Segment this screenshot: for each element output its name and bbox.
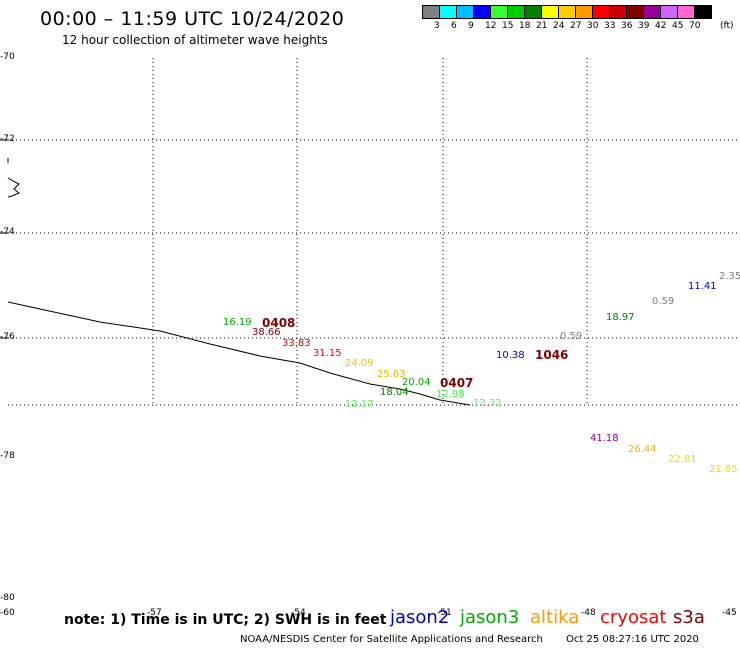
wave-height-label: 10.38: [496, 350, 525, 361]
wave-height-label: 38.66: [252, 327, 281, 338]
legend-label: 27: [570, 21, 582, 31]
wave-height-label: 41.18: [590, 433, 619, 444]
pass-time-label: 0407: [440, 376, 474, 390]
lat-label: -74: [0, 227, 15, 237]
pass-time-label: 0408: [262, 316, 296, 330]
lon-label: -60: [0, 608, 15, 618]
lat-label: -78: [0, 451, 15, 461]
legend-units: (ft): [720, 21, 734, 31]
wave-height-label: 12.98: [436, 389, 465, 400]
lon-label: -54: [291, 608, 306, 618]
wave-height-label: 18.97: [606, 312, 635, 323]
credit-text: NOAA/NESDIS Center for Satellite Applica…: [240, 634, 543, 645]
pass-time-label: 1046: [535, 348, 569, 362]
lat-label: -72: [0, 134, 15, 144]
wave-height-label: 20.04: [402, 377, 431, 388]
wave-height-label: 25.63: [377, 369, 406, 380]
legend-label: 15: [502, 21, 514, 31]
graticule: [8, 58, 740, 406]
wave-height-label: 24.09: [345, 358, 374, 369]
legend-swatch: [694, 5, 712, 19]
wave-height-label: 12.32: [473, 398, 502, 409]
legend-label: 33: [604, 21, 616, 31]
lon-label: -48: [581, 608, 596, 618]
legend-label: 18: [519, 21, 531, 31]
wave-height-label: 0.59: [652, 296, 675, 307]
lon-label: -45: [722, 608, 737, 618]
timestamp: Oct 25 08:27:16 UTC 2020: [566, 634, 699, 645]
legend-label: 30: [587, 21, 599, 31]
wave-height-label: 16.19: [223, 317, 252, 328]
wave-height-label: 2.35: [719, 271, 740, 282]
legend-label: 36: [621, 21, 633, 31]
legend-label: 21: [536, 21, 548, 31]
legend-label: 9: [468, 21, 474, 31]
lat-label: -80: [0, 593, 15, 603]
legend-label: 70: [689, 21, 701, 31]
island-outline: [7, 177, 20, 198]
wave-height-label: 22.81: [668, 454, 697, 465]
wave-height-label: 26.44: [628, 444, 657, 455]
map-subtitle: 12 hour collection of altimeter wave hei…: [62, 33, 328, 47]
wave-height-label: 18.04: [380, 387, 409, 398]
satellite-label-s3a: s3a: [673, 607, 705, 628]
wave-height-label: 21.85: [709, 464, 738, 475]
satellite-label-jason3: jason3: [460, 607, 520, 628]
satellite-label-cryosat: cryosat: [600, 607, 667, 628]
satellite-label-jason2: jason2: [390, 607, 450, 628]
satellite-label-altika: altika: [530, 607, 580, 628]
map-title: 00:00 – 11:59 UTC 10/24/2020: [40, 8, 345, 30]
lat-label: -76: [0, 332, 15, 342]
lon-label: -57: [147, 608, 162, 618]
legend-label: 45: [672, 21, 684, 31]
wave-height-label: 33.83: [282, 338, 311, 349]
wave-height-label: 0.59: [560, 331, 583, 342]
wave-height-label: 31.15: [313, 348, 342, 359]
color-legend: [422, 5, 712, 19]
lat-label: -70: [0, 52, 15, 62]
coastline: [7, 301, 471, 406]
legend-label: 39: [638, 21, 650, 31]
wave-height-label: 12.17: [345, 399, 374, 410]
legend-label: 42: [655, 21, 667, 31]
legend-label: 12: [485, 21, 497, 31]
lat-ticks: [0, 139, 8, 339]
legend-label: 24: [553, 21, 565, 31]
legend-label: 3: [434, 21, 440, 31]
footer-note: note: 1) Time is in UTC; 2) SWH is in fe…: [64, 612, 387, 628]
lon-label: -51: [437, 608, 452, 618]
wave-height-label: 11.41: [688, 281, 717, 292]
legend-label: 6: [451, 21, 457, 31]
